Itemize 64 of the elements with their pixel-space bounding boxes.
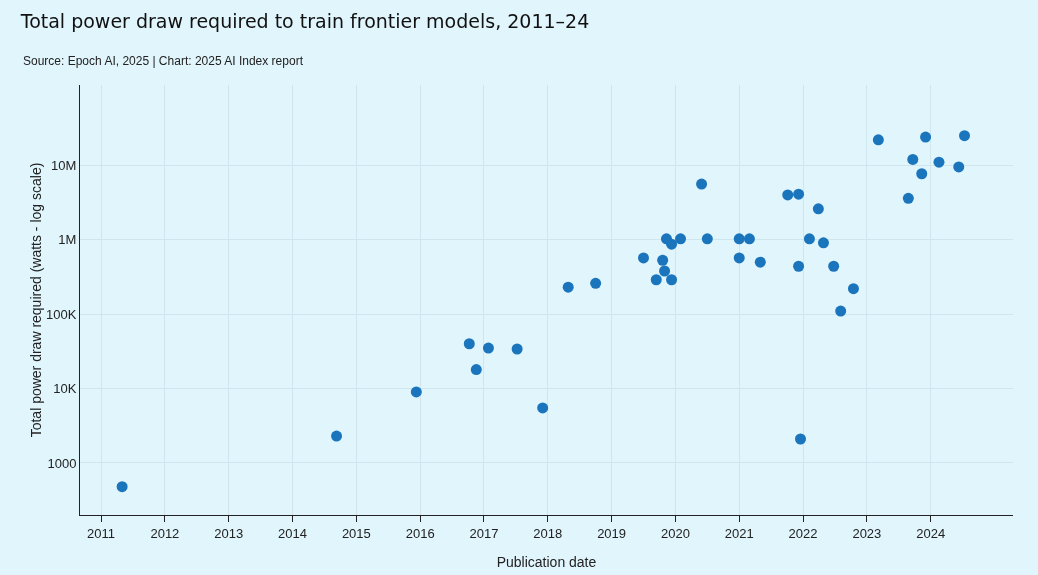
point — [933, 156, 945, 168]
point — [470, 364, 482, 376]
point — [794, 433, 806, 445]
y-tick-label: 1000 — [47, 455, 77, 471]
point — [638, 252, 649, 264]
y-tick-label: 100K — [46, 306, 77, 322]
point — [537, 402, 549, 414]
x-tick-label: 2022 — [788, 525, 818, 541]
point — [590, 277, 602, 289]
x-tick-label: 2012 — [150, 525, 180, 541]
point — [675, 233, 687, 245]
point — [793, 188, 805, 200]
point — [754, 256, 766, 268]
point — [959, 130, 970, 142]
point — [657, 254, 669, 266]
x-tick-label: 2023 — [852, 525, 882, 541]
point — [803, 233, 815, 245]
point — [666, 238, 678, 250]
point — [733, 252, 745, 264]
x-tick-label: 2021 — [724, 525, 754, 541]
point — [902, 192, 914, 204]
point — [828, 260, 840, 272]
y-tick-label: 10K — [53, 381, 77, 397]
x-tick-label: 2015 — [341, 525, 371, 541]
x-tick-label: 2018 — [533, 525, 563, 541]
point — [511, 343, 523, 355]
point — [920, 131, 932, 143]
point — [659, 265, 671, 277]
x-tick-label: 2024 — [916, 525, 946, 541]
point — [953, 161, 965, 173]
y-tick-label: 1M — [58, 232, 77, 248]
point — [835, 305, 847, 317]
x-axis-title: Publication date — [496, 554, 597, 570]
x-tick-label: 2011 — [87, 525, 116, 541]
point — [743, 233, 755, 245]
point — [666, 274, 678, 286]
x-tick-label: 2019 — [597, 525, 627, 541]
point — [463, 338, 475, 350]
x-tick-label: 2016 — [405, 525, 435, 541]
x-tick-label: 2020 — [660, 525, 690, 541]
y-tick-label: 10M — [51, 157, 77, 173]
point — [793, 260, 805, 272]
point — [907, 153, 919, 165]
y-axis-title: Total power draw required (watts - log scale) — [28, 162, 45, 438]
x-tick-label: 2014 — [278, 525, 307, 541]
point — [872, 134, 884, 146]
point — [701, 233, 713, 245]
point — [916, 168, 928, 180]
point — [817, 237, 829, 249]
point — [482, 342, 494, 354]
point — [331, 430, 343, 442]
point — [847, 283, 859, 295]
x-tick-label: 2013 — [214, 525, 244, 541]
point — [410, 386, 422, 398]
x-tick-label: 2017 — [469, 525, 499, 541]
point — [116, 481, 128, 493]
chart-title: Total power draw required to train frontier models, 2011–24 — [19, 9, 590, 32]
point — [812, 203, 824, 215]
point — [733, 233, 745, 245]
source-note: Source: Epoch AI, 2025 | Chart: 2025 AI Index report — [23, 54, 304, 68]
point — [562, 281, 574, 293]
point — [650, 274, 662, 286]
point — [782, 189, 794, 201]
point — [696, 178, 708, 190]
